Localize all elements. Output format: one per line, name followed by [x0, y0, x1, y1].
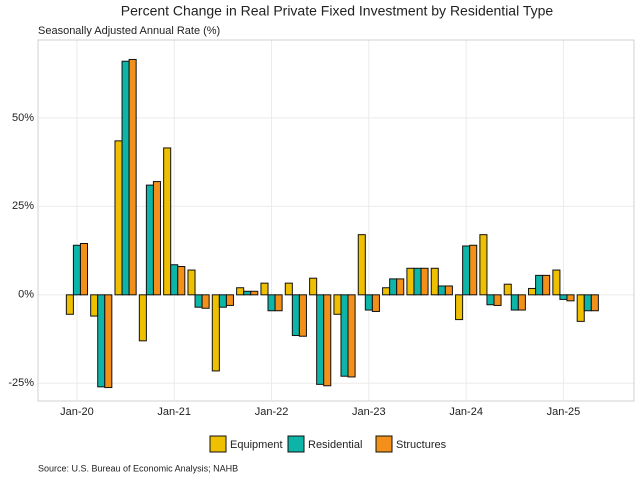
- x-tick-label: Jan-21: [157, 406, 191, 418]
- bar: [128, 58, 137, 296]
- bar: [177, 266, 186, 296]
- bar: [503, 283, 512, 296]
- legend-label: Residential: [308, 439, 362, 451]
- bar: [187, 269, 196, 296]
- bar: [413, 267, 422, 296]
- legend-label: Equipment: [230, 439, 283, 451]
- x-tick-label: Jan-25: [547, 406, 581, 418]
- x-tick-label: Jan-23: [352, 406, 386, 418]
- bar: [152, 181, 161, 296]
- bar: [218, 294, 227, 308]
- bar: [333, 294, 342, 315]
- y-tick-label: 50%: [12, 112, 34, 124]
- x-tick-label: Jan-20: [60, 406, 94, 418]
- bar: [510, 294, 519, 311]
- bar: [194, 294, 203, 308]
- bar: [65, 294, 74, 315]
- bar: [211, 294, 220, 372]
- bar: [430, 267, 439, 296]
- bar: [274, 294, 283, 312]
- bar: [138, 294, 147, 342]
- bar: [382, 287, 391, 296]
- chart-subtitle: Seasonally Adjusted Annual Rate (%): [38, 25, 220, 37]
- bar: [201, 294, 210, 309]
- y-tick-label: 25%: [12, 200, 34, 212]
- bar: [298, 294, 307, 337]
- bar: [420, 267, 429, 296]
- bar: [576, 294, 585, 322]
- bar: [243, 290, 252, 296]
- legend-swatch: [287, 435, 305, 453]
- bar: [121, 60, 130, 296]
- bar: [72, 244, 81, 296]
- bar: [535, 274, 544, 296]
- bar: [552, 269, 561, 296]
- bar: [371, 294, 380, 312]
- bar: [444, 285, 453, 296]
- bar: [340, 294, 349, 377]
- bar: [437, 285, 446, 296]
- y-tick-label: -25%: [8, 377, 34, 389]
- bar: [90, 294, 99, 317]
- legend-swatch: [375, 435, 393, 453]
- bar: [236, 287, 245, 296]
- bar: [309, 277, 318, 296]
- legend-swatch: [209, 435, 227, 453]
- bar: [97, 294, 106, 388]
- bar: [455, 294, 464, 321]
- bar: [323, 294, 332, 387]
- bar: [347, 294, 356, 378]
- bar: [145, 184, 154, 296]
- bar: [79, 243, 89, 296]
- x-tick-label: Jan-24: [449, 406, 483, 418]
- bar: [486, 294, 495, 306]
- bar: [316, 294, 325, 385]
- bar: [583, 294, 592, 312]
- legend-label: Structures: [396, 439, 447, 451]
- plot-border: [37, 39, 635, 402]
- bar: [590, 294, 599, 312]
- bar: [559, 294, 568, 300]
- bar: [462, 245, 471, 296]
- bar: [517, 294, 526, 311]
- bar: [406, 267, 415, 296]
- bar: [493, 294, 502, 306]
- bar: [396, 278, 405, 296]
- bar: [163, 147, 172, 296]
- bar: [114, 140, 123, 296]
- bar: [389, 278, 398, 296]
- bar: [170, 264, 179, 296]
- bar: [284, 282, 293, 296]
- bar: [566, 294, 575, 302]
- bar: [479, 234, 488, 296]
- x-tick-label: Jan-22: [255, 406, 289, 418]
- bar: [260, 282, 269, 296]
- bar: [364, 294, 373, 311]
- bar: [291, 294, 300, 337]
- bar: [104, 294, 113, 389]
- bar: [250, 290, 259, 296]
- bar: [267, 294, 276, 312]
- source-note: Source: U.S. Bureau of Economic Analysis…: [38, 463, 238, 473]
- bar: [542, 274, 551, 296]
- bar: [528, 287, 537, 296]
- bar: [357, 234, 366, 296]
- bar: [225, 294, 234, 306]
- chart-title: Percent Change in Real Private Fixed Inv…: [121, 3, 554, 19]
- bar: [469, 244, 478, 296]
- y-tick-label: 0%: [18, 289, 34, 301]
